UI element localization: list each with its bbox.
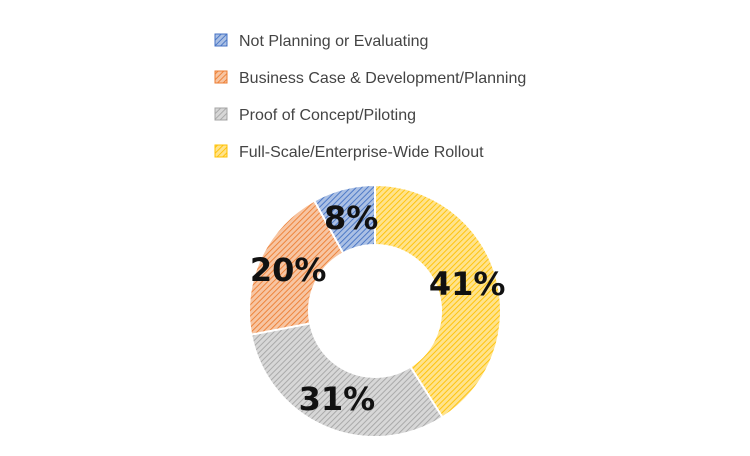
legend-item-full-scale-enterprise-wide-rollout: Full-Scale/Enterprise-Wide Rollout [214, 144, 484, 161]
legend-swatch [214, 144, 228, 158]
legend-swatch [214, 33, 228, 47]
slice-label-not-planning-or-evaluating: 8% [324, 199, 378, 237]
legend-label: Not Planning or Evaluating [239, 33, 428, 50]
slice-label-full-scale-enterprise-wide-rollout: 41% [429, 265, 506, 303]
legend-label: Proof of Concept/Piloting [239, 107, 416, 124]
slice-label-business-case-and-development-planning: 20% [250, 251, 327, 289]
legend-item-business-case-and-development-planning: Business Case & Development/Planning [214, 70, 526, 87]
legend-item-proof-of-concept-piloting: Proof of Concept/Piloting [214, 107, 416, 124]
legend-swatch [214, 70, 228, 84]
legend: Not Planning or Evaluating Business Case … [214, 33, 526, 161]
legend-label: Business Case & Development/Planning [239, 70, 526, 87]
legend-item-not-planning-or-evaluating: Not Planning or Evaluating [214, 33, 428, 50]
legend-label: Full-Scale/Enterprise-Wide Rollout [239, 144, 484, 161]
donut-slices [248, 183, 502, 438]
slice-not-planning-or-evaluating [312, 183, 376, 255]
slice-proof-of-concept-piloting [250, 322, 444, 438]
slice-labels: 41% 31% 20% 8% [250, 199, 506, 418]
slice-label-proof-of-concept-piloting: 31% [299, 380, 376, 418]
slice-full-scale-enterprise-wide-rollout [374, 183, 502, 419]
legend-swatch [214, 107, 228, 121]
